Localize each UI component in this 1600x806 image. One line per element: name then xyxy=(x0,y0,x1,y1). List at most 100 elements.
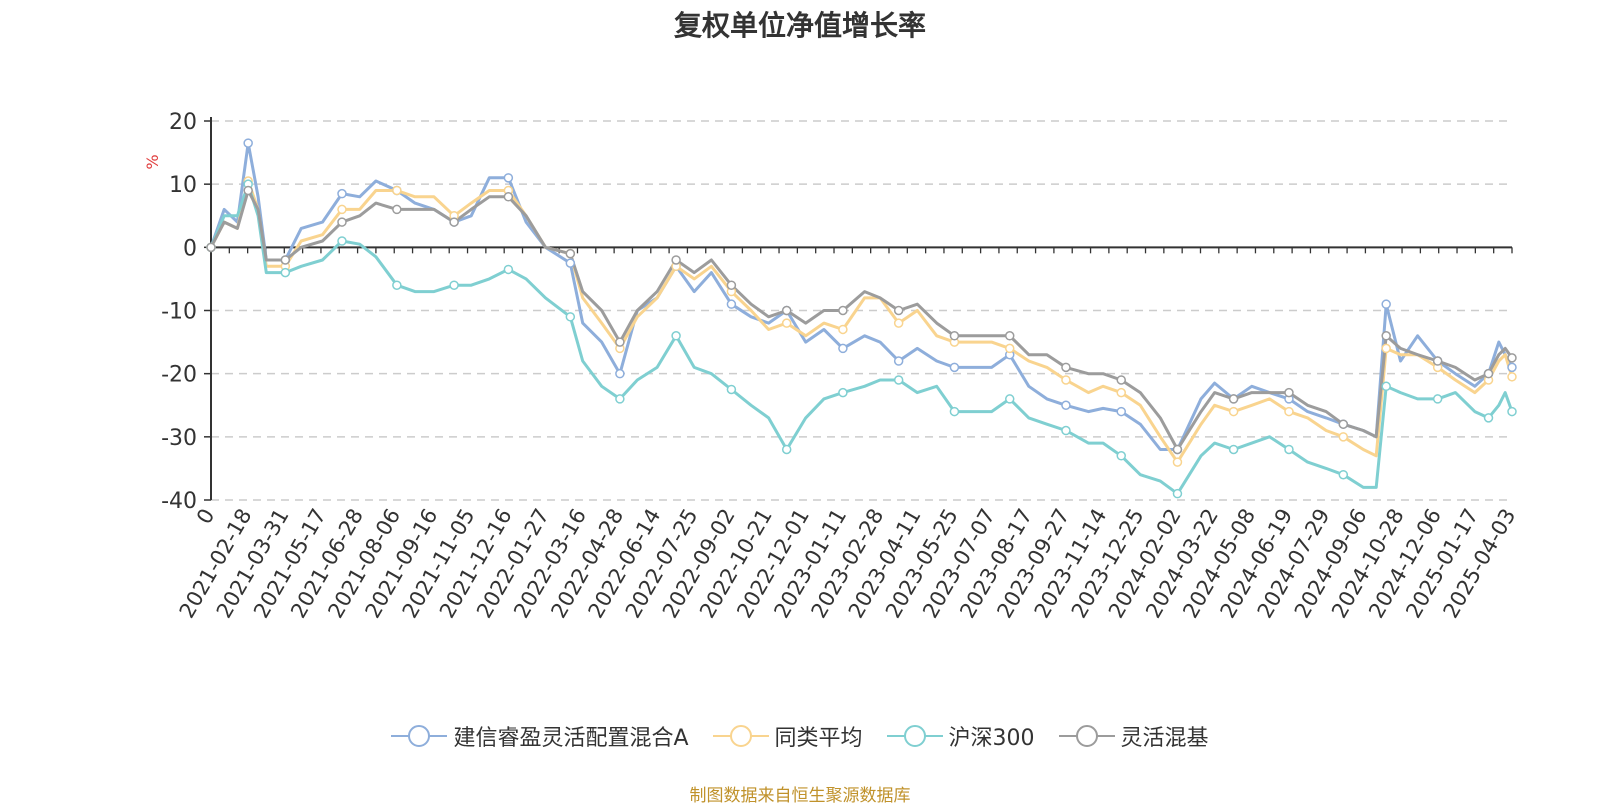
data-point xyxy=(1172,488,1183,499)
series-line-1 xyxy=(209,179,1514,464)
data-point xyxy=(503,192,514,202)
data-point xyxy=(838,305,848,316)
data-point xyxy=(503,173,514,183)
y-tick-label: -10 xyxy=(161,300,197,325)
data-point xyxy=(1483,413,1494,423)
legend: 建信睿盈灵活配置混合A 同类平均 沪深300 灵活混基 xyxy=(0,720,1600,752)
legend-swatch-2 xyxy=(886,725,943,747)
legend-label: 建信睿盈灵活配置混合A xyxy=(453,726,689,751)
series-line-3 xyxy=(209,189,1514,451)
data-point xyxy=(1116,406,1126,417)
data-point xyxy=(1507,353,1517,363)
data-point xyxy=(1061,400,1071,410)
data-point xyxy=(1116,387,1126,398)
data-point xyxy=(838,343,848,354)
data-point xyxy=(565,258,576,268)
data-point xyxy=(503,264,514,275)
data-point xyxy=(280,255,291,265)
data-point xyxy=(893,356,904,366)
legend-label: 灵活混基 xyxy=(1120,726,1209,751)
y-tick-label: -40 xyxy=(161,489,197,514)
line-chart: 20100-10-20-30-40%02021-02-182021-03-312… xyxy=(143,110,1520,622)
data-point xyxy=(726,384,737,395)
data-point xyxy=(893,305,904,316)
data-point xyxy=(1004,331,1015,341)
data-point xyxy=(949,362,960,373)
data-point xyxy=(1172,444,1183,455)
data-point xyxy=(1061,362,1071,373)
data-point xyxy=(615,337,625,347)
data-point xyxy=(1432,356,1443,366)
data-point xyxy=(949,331,960,341)
legend-swatch-1 xyxy=(712,725,769,747)
data-point xyxy=(1338,469,1349,480)
data-point xyxy=(449,217,459,227)
data-point xyxy=(392,204,402,215)
data-point xyxy=(1432,394,1443,404)
series-line-2 xyxy=(209,182,1514,496)
data-point xyxy=(392,280,402,290)
data-point xyxy=(337,204,347,215)
data-point xyxy=(337,217,347,227)
data-point xyxy=(565,248,576,259)
x-tick-label: 0 xyxy=(192,505,219,529)
data-point xyxy=(781,318,792,328)
data-point xyxy=(1172,457,1183,467)
data-point xyxy=(1381,299,1391,309)
data-point xyxy=(726,280,737,290)
data-point xyxy=(1507,372,1517,382)
chart-title: 复权单位净值增长率 xyxy=(673,9,926,42)
data-point xyxy=(838,387,848,398)
data-point xyxy=(1004,343,1015,354)
data-point xyxy=(671,255,681,265)
data-point xyxy=(1507,406,1517,417)
data-point xyxy=(1381,331,1391,341)
data-point xyxy=(781,444,792,455)
y-tick-label: 20 xyxy=(169,110,197,135)
legend-item-series-3[interactable]: 灵活混基 xyxy=(1058,720,1209,752)
data-point xyxy=(615,394,625,404)
data-point xyxy=(1381,343,1391,354)
legend-item-series-1[interactable]: 同类平均 xyxy=(712,720,863,752)
legend-label: 同类平均 xyxy=(774,726,863,751)
data-point xyxy=(206,242,216,253)
data-point xyxy=(337,188,347,199)
data-point xyxy=(1116,375,1126,385)
series-line-0 xyxy=(209,141,1514,451)
data-point xyxy=(1116,451,1126,461)
data-point xyxy=(449,280,459,290)
data-point xyxy=(1061,425,1071,436)
legend-item-series-0[interactable]: 建信睿盈灵活配置混合A xyxy=(391,720,689,752)
data-point xyxy=(615,368,625,379)
data-point xyxy=(1284,406,1294,417)
data-point xyxy=(726,299,737,309)
data-point xyxy=(1228,394,1239,404)
data-point xyxy=(1228,444,1239,455)
data-point xyxy=(337,236,347,246)
data-point xyxy=(949,406,960,417)
legend-item-series-2[interactable]: 沪深300 xyxy=(886,720,1035,752)
data-point xyxy=(565,312,576,322)
data-point xyxy=(1381,381,1391,392)
legend-swatch-3 xyxy=(1058,725,1115,747)
data-point xyxy=(280,267,291,278)
y-tick-label: -20 xyxy=(161,363,197,388)
data-point xyxy=(1284,387,1294,398)
data-point xyxy=(838,324,848,335)
data-point xyxy=(1004,394,1015,404)
legend-swatch-0 xyxy=(391,725,448,747)
data-point xyxy=(392,185,402,196)
data-point xyxy=(1061,375,1071,385)
legend-label: 沪深300 xyxy=(948,726,1035,751)
data-point xyxy=(1338,432,1349,442)
data-point xyxy=(1483,368,1494,379)
y-axis-label: % xyxy=(143,154,162,169)
data-point xyxy=(1228,406,1239,417)
y-tick-label: 0 xyxy=(183,236,197,261)
data-point xyxy=(671,331,681,341)
y-tick-label: 10 xyxy=(169,173,197,198)
data-point xyxy=(1338,419,1349,429)
data-point xyxy=(243,185,253,196)
y-tick-label: -30 xyxy=(161,426,197,451)
data-point xyxy=(1284,444,1294,455)
